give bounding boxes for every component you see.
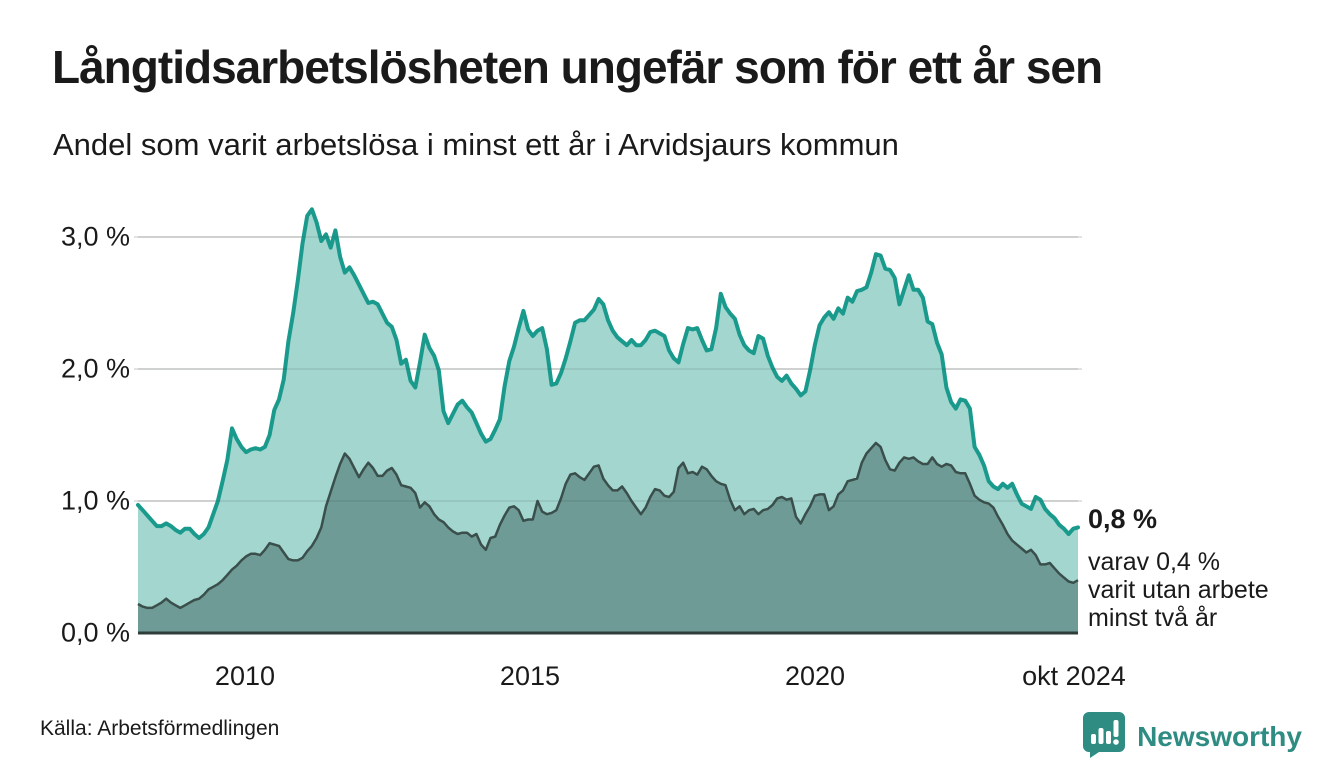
- x-tick-label: 2020: [784, 661, 846, 691]
- brand-name: Newsworthy: [1137, 720, 1302, 752]
- newsworthy-bubble-chart-icon: [1081, 710, 1127, 763]
- x-tick-label: 2010: [214, 661, 276, 691]
- brand-logo: Newsworthy: [1081, 710, 1302, 763]
- x-tick-label: okt 2024: [1022, 661, 1126, 691]
- annotation-detail-line: varit utan arbete: [1088, 576, 1269, 604]
- annotation-detail-line: varav 0,4 %: [1088, 548, 1221, 576]
- y-tick-label: 1,0 %: [60, 485, 130, 516]
- gridlines-overlay: [138, 236, 1078, 502]
- latest-value-label: 0,8 %: [1088, 504, 1158, 534]
- page-title: Långtidsarbetslösheten ungefär som för e…: [52, 41, 1103, 93]
- chart-areas: [136, 207, 1080, 634]
- source-credit: Källa: Arbetsförmedlingen: [40, 717, 280, 740]
- chart-subtitle: Andel som varit arbetslösa i minst ett å…: [53, 127, 899, 162]
- annotation-detail-line: minst två år: [1088, 604, 1218, 632]
- x-tick-label: 2015: [499, 661, 561, 691]
- y-tick-label: 0,0 %: [60, 617, 130, 648]
- y-tick-label: 2,0 %: [60, 353, 130, 384]
- latest-value-annotation: 0,8 % varav 0,4 % varit utan arbete mins…: [1088, 504, 1328, 632]
- y-tick-label: 3,0 %: [60, 221, 130, 252]
